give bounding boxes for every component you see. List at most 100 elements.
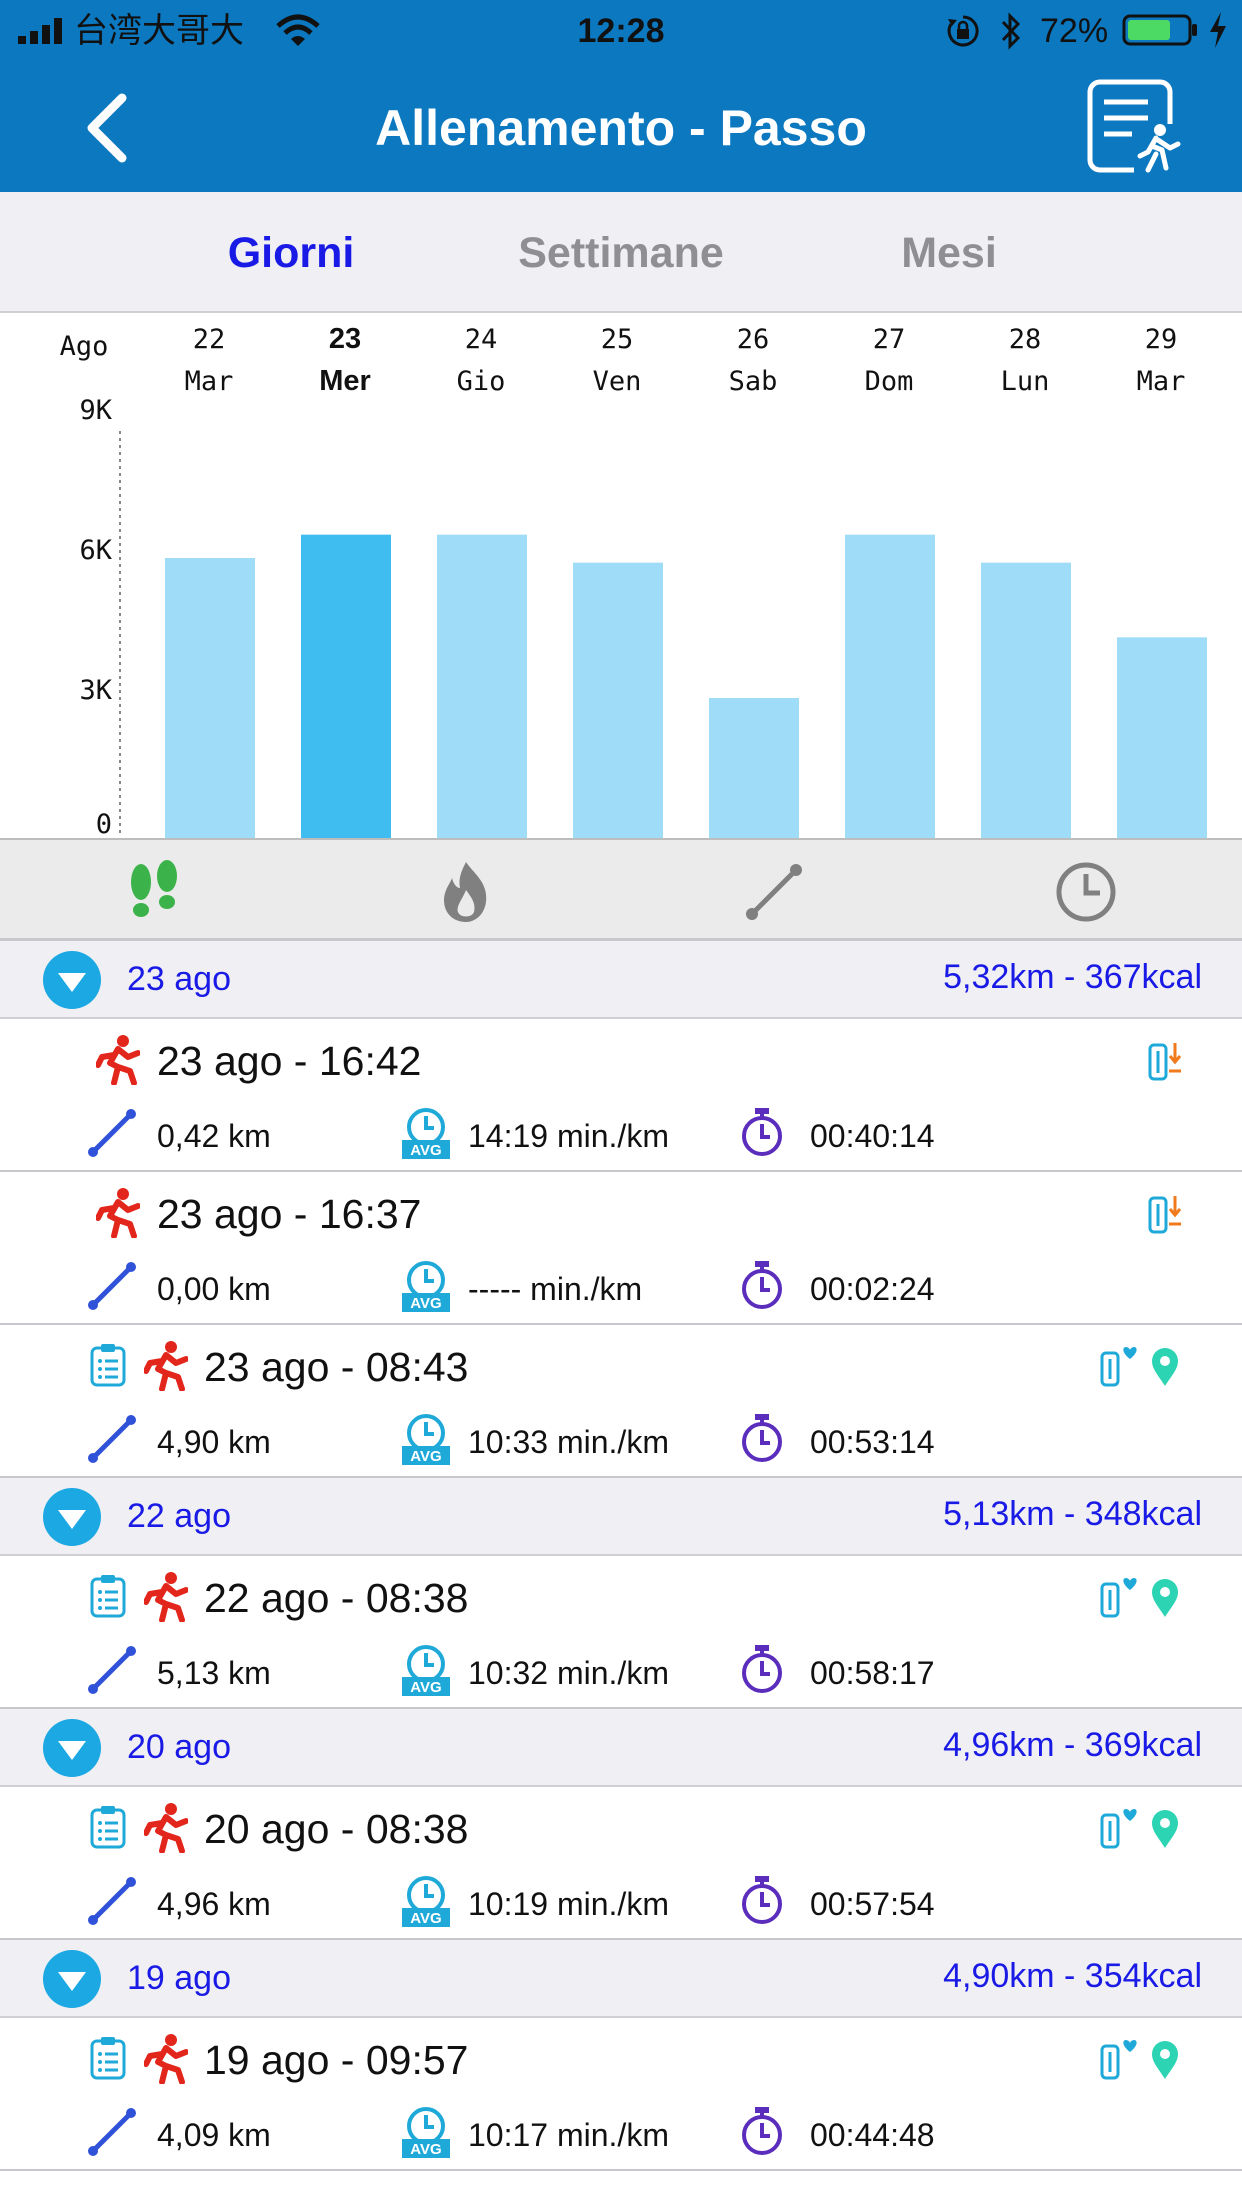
day-section-summary: 4,96km - 369kcal xyxy=(943,1726,1202,1764)
workout-row[interactable]: 22 ago - 08:38 5,13 km AVG 10:32 min./km 00:… xyxy=(0,1556,1242,1709)
clock-time: 12:28 xyxy=(577,12,665,50)
tab-weeks[interactable]: Settimane xyxy=(518,229,724,277)
signal-icon xyxy=(18,18,62,44)
bar-27[interactable] xyxy=(845,534,935,838)
workout-duration: 00:53:14 xyxy=(810,1424,935,1460)
x-tick-day[interactable]: 24 xyxy=(465,324,498,355)
bar-25[interactable] xyxy=(573,562,663,838)
workout-pace: 10:32 min./km xyxy=(468,1655,669,1691)
expand-triangle-icon[interactable] xyxy=(42,1949,102,2014)
day-section-header[interactable]: 22 ago 5,13km - 348kcal xyxy=(0,1478,1242,1556)
svg-text:AVG: AVG xyxy=(410,2141,441,2158)
distance-icon xyxy=(86,1107,138,1164)
x-tick-weekday[interactable]: Dom xyxy=(865,366,914,397)
stopwatch-icon xyxy=(740,2105,784,2162)
distance-icon xyxy=(86,1644,138,1701)
flame-icon[interactable] xyxy=(434,860,498,924)
watch-heart-sync-icon xyxy=(1100,1345,1140,1394)
day-section-summary: 4,90km - 354kcal xyxy=(943,1957,1202,1995)
x-tick-day[interactable]: 28 xyxy=(1009,324,1042,355)
bar-22[interactable] xyxy=(165,558,255,838)
x-tick-weekday[interactable]: Gio xyxy=(457,366,506,397)
runner-icon xyxy=(143,1572,189,1627)
day-section-header[interactable]: 23 ago 5,32km - 367kcal xyxy=(0,941,1242,1019)
footsteps-icon[interactable] xyxy=(123,860,187,924)
workout-log-icon[interactable] xyxy=(1086,78,1182,174)
stopwatch-icon xyxy=(740,1106,784,1163)
x-tick-weekday[interactable]: Lun xyxy=(1001,366,1050,397)
workout-row[interactable]: 23 ago - 16:37 0,00 km AVG ----- min./km 00:… xyxy=(0,1172,1242,1325)
x-tick-day[interactable]: 22 xyxy=(193,324,226,355)
x-tick-weekday[interactable]: Sab xyxy=(729,366,778,397)
stopwatch-icon xyxy=(740,1874,784,1931)
expand-triangle-icon[interactable] xyxy=(42,950,102,1015)
workout-duration: 00:57:54 xyxy=(810,1886,935,1922)
bar-24[interactable] xyxy=(437,534,527,838)
workout-title: 22 ago - 08:38 xyxy=(204,1575,469,1621)
bluetooth-icon xyxy=(1001,12,1021,50)
steps-chart-svg: Ago 0 3K 6K 9K 22 Mar 23 Mer 24 Gio 25 Ven 26 Sab 27 D… xyxy=(60,323,1207,838)
runner-icon xyxy=(143,1341,189,1396)
x-tick-day[interactable]: 27 xyxy=(873,324,906,355)
distance-icon[interactable] xyxy=(742,860,806,924)
workout-pace: 14:19 min./km xyxy=(468,1118,669,1154)
battery-percent: 72% xyxy=(1040,12,1109,50)
stopwatch-icon xyxy=(740,1412,784,1469)
wifi-icon xyxy=(276,14,320,46)
workout-distance: 0,00 km xyxy=(157,1271,271,1307)
bar-26[interactable] xyxy=(709,698,799,838)
day-section-date: 22 ago xyxy=(127,1497,231,1535)
location-pin-icon xyxy=(1150,1578,1180,1623)
clock-icon[interactable] xyxy=(1054,860,1118,924)
runner-icon xyxy=(95,1035,141,1090)
y-tick-label: 3K xyxy=(79,675,112,706)
workout-pace: 10:17 min./km xyxy=(468,2117,669,2153)
bar-28[interactable] xyxy=(981,562,1071,838)
day-section-date: 19 ago xyxy=(127,1959,231,1997)
watch-sync-icon xyxy=(1148,1039,1184,1088)
x-tick-weekday[interactable]: Mar xyxy=(1137,366,1186,397)
x-tick-weekday[interactable]: Ven xyxy=(593,366,642,397)
workout-duration: 00:02:24 xyxy=(810,1271,935,1307)
workout-row[interactable]: 19 ago - 09:57 4,09 km AVG 10:17 min./km 00:… xyxy=(0,2018,1242,2171)
workout-row[interactable]: 23 ago - 16:42 0,42 km AVG 14:19 min./km 00:… xyxy=(0,1019,1242,1172)
workout-row[interactable]: 23 ago - 08:43 4,90 km AVG 10:33 min./km 00:… xyxy=(0,1325,1242,1478)
month-label: Ago xyxy=(60,331,109,362)
battery-icon xyxy=(1122,14,1197,46)
workout-pace: 10:19 min./km xyxy=(468,1886,669,1922)
tab-days[interactable]: Giorni xyxy=(227,229,355,277)
workout-distance: 4,96 km xyxy=(157,1886,271,1922)
x-tick-day[interactable]: 23 xyxy=(329,323,361,355)
svg-text:AVG: AVG xyxy=(410,1295,441,1312)
clipboard-icon xyxy=(90,1805,126,1854)
workout-row[interactable]: 20 ago - 08:38 4,96 km AVG 10:19 min./km 00:… xyxy=(0,1787,1242,1940)
x-tick-day[interactable]: 29 xyxy=(1145,324,1178,355)
x-tick-weekday[interactable]: Mer xyxy=(319,365,371,397)
tab-months[interactable]: Mesi xyxy=(901,229,997,277)
watch-sync-icon xyxy=(1148,1192,1184,1241)
svg-text:AVG: AVG xyxy=(410,1910,441,1927)
workout-list: 23 ago 5,32km - 367kcal 23 ago - 16:42 0,42… xyxy=(0,941,1242,2171)
avg-pace-icon: AVG xyxy=(402,1260,450,1317)
workout-duration: 00:40:14 xyxy=(810,1118,935,1154)
orientation-lock-icon xyxy=(947,15,979,47)
day-section-header[interactable]: 19 ago 4,90km - 354kcal xyxy=(0,1940,1242,2018)
x-tick-day[interactable]: 25 xyxy=(601,324,634,355)
distance-icon xyxy=(86,1413,138,1470)
runner-icon xyxy=(95,1188,141,1243)
expand-triangle-icon[interactable] xyxy=(42,1718,102,1783)
x-tick-weekday[interactable]: Mar xyxy=(185,366,234,397)
day-section-header[interactable]: 20 ago 4,96km - 369kcal xyxy=(0,1709,1242,1787)
x-tick-day[interactable]: 26 xyxy=(737,324,770,355)
location-pin-icon xyxy=(1150,1347,1180,1392)
bar-29[interactable] xyxy=(1117,637,1207,838)
avg-pace-icon: AVG xyxy=(402,1107,450,1164)
day-section-date: 20 ago xyxy=(127,1728,231,1766)
expand-triangle-icon[interactable] xyxy=(42,1487,102,1552)
watch-heart-sync-icon xyxy=(1100,2038,1140,2087)
bar-23[interactable] xyxy=(301,534,391,838)
location-pin-icon xyxy=(1150,1809,1180,1854)
location-pin-icon xyxy=(1150,2040,1180,2085)
day-section-summary: 5,13km - 348kcal xyxy=(943,1495,1202,1533)
chevron-left-icon[interactable] xyxy=(78,92,134,164)
